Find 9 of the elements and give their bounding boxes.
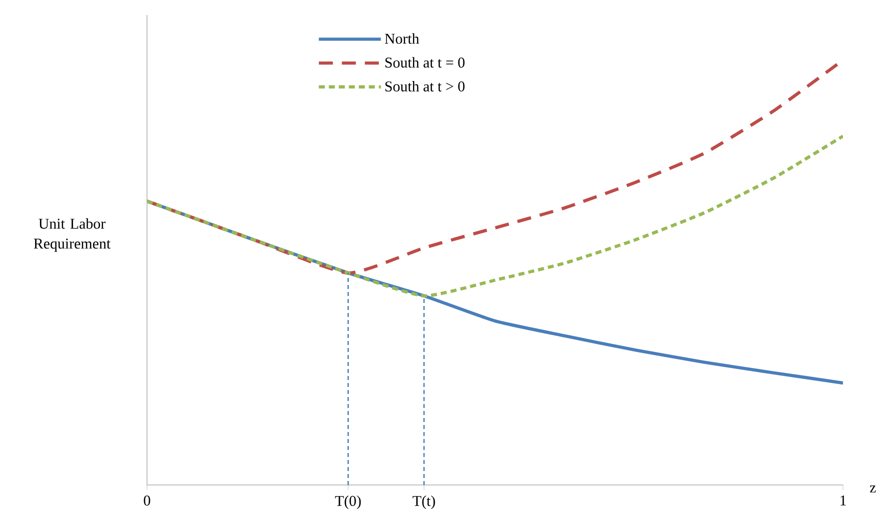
legend-label: South at t = 0 [385, 57, 465, 68]
legend-label: North [384, 33, 420, 44]
y-axis-title: Unit Labor Requirement [34, 218, 111, 252]
x-tick-label: 0 [144, 496, 150, 506]
x-tick-label: T(0) [335, 496, 361, 510]
x-tick-label: T(t) [412, 496, 435, 510]
legend-label: South at t > 0 [385, 80, 465, 92]
x-axis-title: z [870, 486, 876, 492]
x-tick-label: 1 [840, 496, 846, 506]
